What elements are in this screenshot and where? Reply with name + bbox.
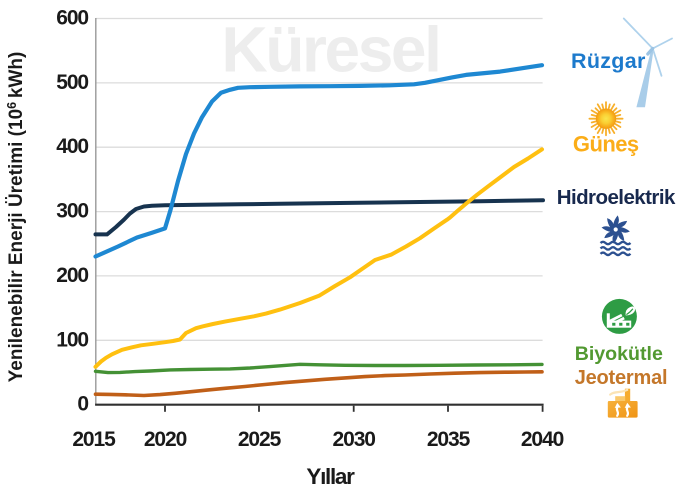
svg-text:200: 200 — [56, 264, 88, 287]
svg-text:Yenilenebilir Enerji Üretimi (: Yenilenebilir Enerji Üretimi (106 kWh) — [5, 52, 27, 383]
svg-text:2030: 2030 — [333, 428, 376, 451]
svg-text:Biyokütle: Biyokütle — [575, 343, 663, 365]
svg-text:2020: 2020 — [144, 428, 187, 451]
svg-text:600: 600 — [56, 7, 88, 30]
svg-text:Yıllar: Yıllar — [306, 464, 355, 489]
svg-text:100: 100 — [56, 328, 88, 351]
svg-text:2015: 2015 — [72, 428, 116, 451]
svg-text:500: 500 — [56, 71, 88, 94]
svg-text:0: 0 — [77, 393, 88, 416]
svg-text:300: 300 — [56, 200, 88, 223]
svg-text:2040: 2040 — [521, 428, 564, 451]
svg-text:Jeotermal: Jeotermal — [575, 367, 668, 389]
svg-text:2035: 2035 — [427, 428, 471, 451]
svg-text:Küresel: Küresel — [222, 13, 440, 85]
svg-text:2025: 2025 — [238, 428, 282, 451]
svg-text:Rüzgar: Rüzgar — [571, 49, 646, 73]
svg-text:Hidroelektrik: Hidroelektrik — [557, 186, 676, 209]
svg-text:400: 400 — [56, 135, 88, 158]
